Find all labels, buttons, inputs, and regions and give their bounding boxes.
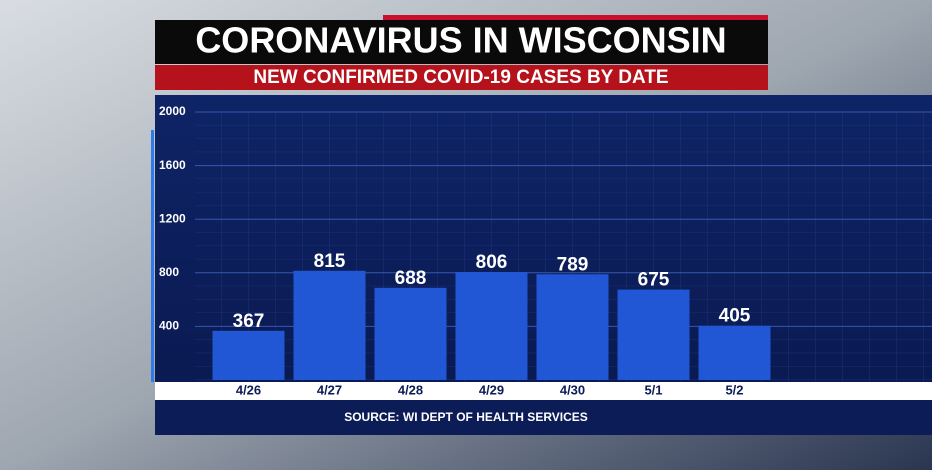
value-label: 367	[233, 311, 265, 332]
y-tick-label: 1600	[159, 158, 186, 172]
value-label: 675	[638, 270, 670, 291]
y-tick-label: 2000	[159, 104, 186, 118]
x-tick-label: 4/26	[236, 382, 261, 397]
bar	[455, 271, 528, 380]
bar	[374, 287, 447, 380]
x-tick-label: 5/1	[644, 382, 662, 397]
y-tick-label: 1200	[159, 211, 186, 225]
bar	[698, 325, 771, 380]
y-tick-label: 800	[159, 265, 179, 279]
x-tick-label: 4/28	[398, 382, 423, 397]
accent-line	[151, 130, 154, 382]
bar	[617, 289, 690, 380]
value-label: 688	[395, 268, 427, 289]
value-label: 405	[719, 306, 751, 327]
accent-strip	[383, 15, 768, 20]
source-note: SOURCE: WI DEPT OF HEALTH SERVICES	[344, 410, 588, 424]
x-tick-label: 4/30	[560, 382, 585, 397]
bar	[293, 270, 366, 380]
bar	[212, 330, 285, 380]
value-label: 806	[476, 252, 508, 273]
chart-subtitle: NEW CONFIRMED COVID-19 CASES BY DATE	[253, 67, 668, 88]
value-label: 789	[557, 254, 589, 275]
x-tick-label: 5/2	[725, 382, 743, 397]
bar	[536, 274, 609, 380]
chart-title: CORONAVIRUS IN WISCONSIN	[195, 20, 726, 61]
x-axis-strip	[155, 382, 932, 400]
x-tick-label: 4/29	[479, 382, 504, 397]
title-box	[155, 20, 768, 64]
x-tick-label: 4/27	[317, 382, 342, 397]
source-box	[155, 400, 932, 435]
value-label: 815	[314, 251, 346, 272]
y-tick-label: 400	[159, 319, 179, 333]
subtitle-box	[155, 65, 768, 90]
